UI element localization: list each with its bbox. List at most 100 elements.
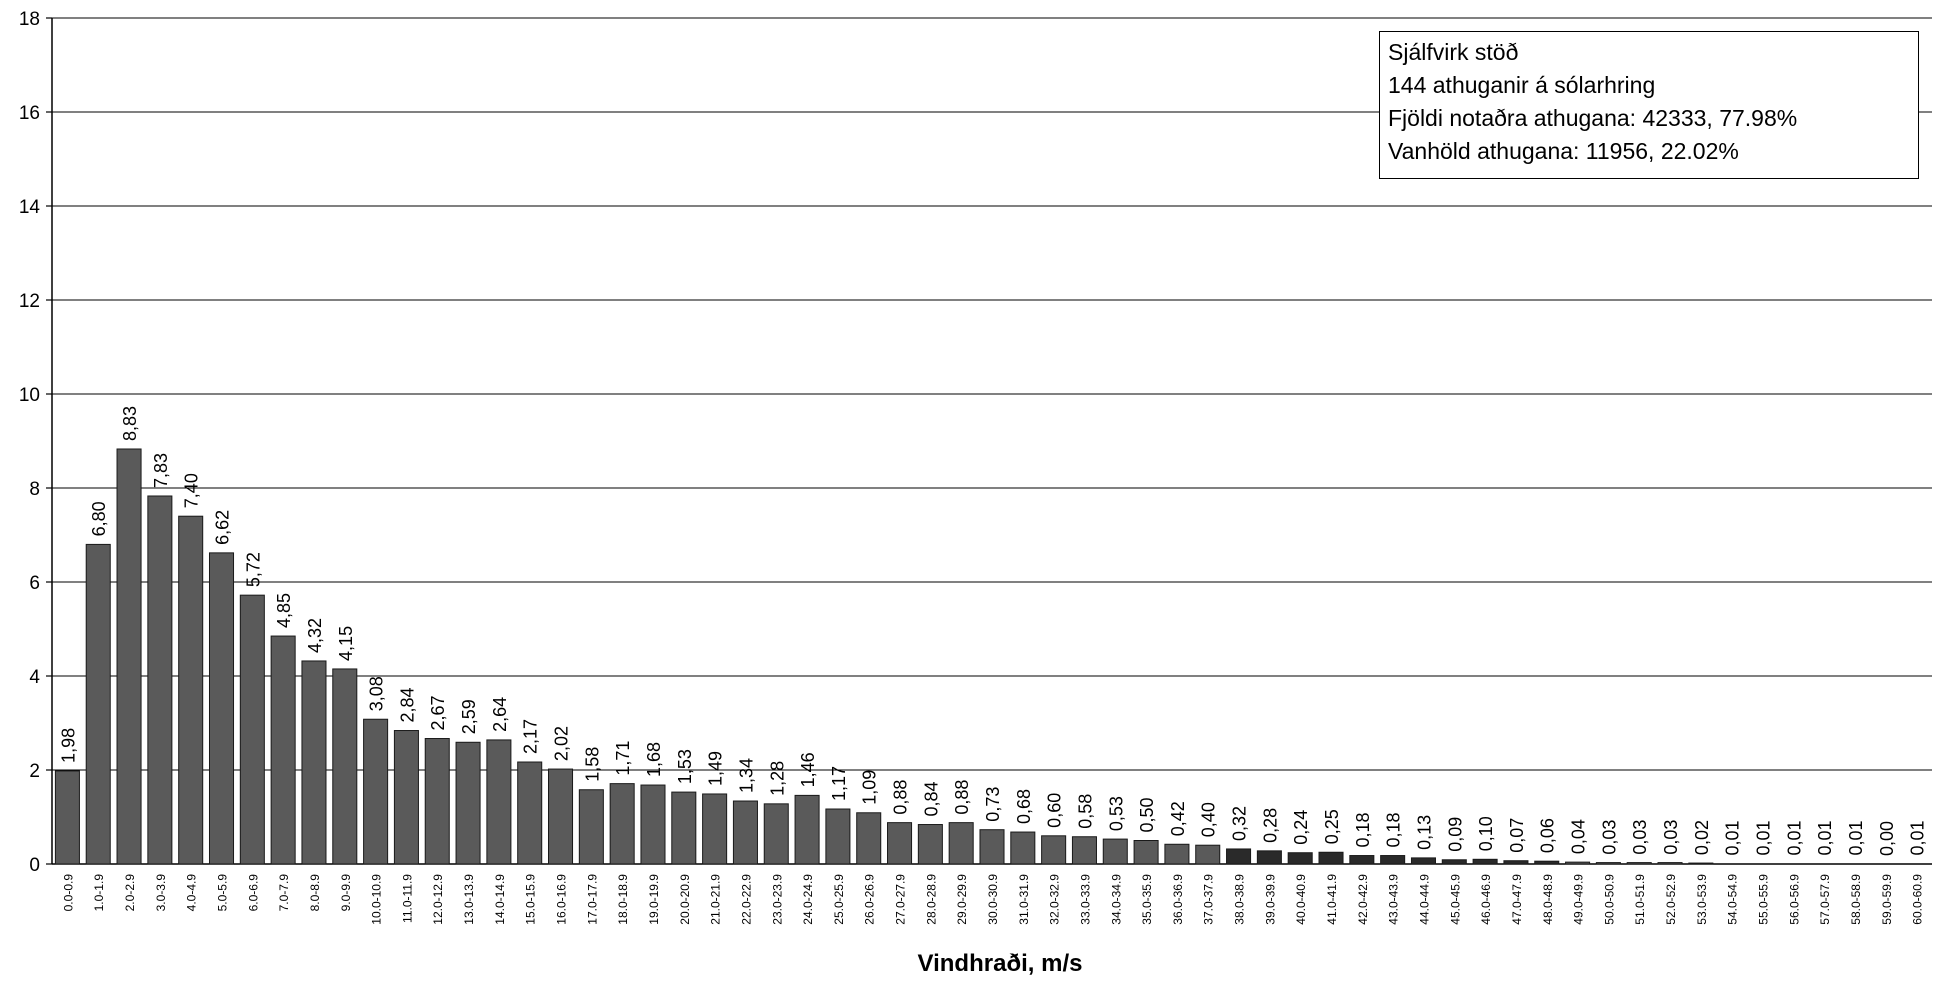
x-tick-label: 12.0-12.9 <box>431 874 445 925</box>
x-tick-label: 26.0-26.9 <box>863 874 877 925</box>
bar <box>794 794 820 865</box>
y-tick-label: 14 <box>19 197 41 218</box>
y-tick-label: 2 <box>29 761 40 782</box>
data-label: 1,49 <box>706 751 726 786</box>
bar <box>1287 852 1313 865</box>
bar <box>208 552 235 865</box>
bar <box>1041 835 1067 865</box>
bar <box>1380 855 1406 865</box>
x-tick-label: 45.0-45.9 <box>1448 874 1462 925</box>
data-label: 0,84 <box>921 781 941 816</box>
info-line-used-observations: Fjöldi notaðra athugana: 42333, 77.98% <box>1388 105 1798 131</box>
data-label: 2,84 <box>397 687 417 722</box>
bar <box>1565 861 1591 865</box>
data-label: 4,32 <box>305 618 325 653</box>
bar <box>332 668 358 865</box>
data-label: 0,50 <box>1137 797 1157 832</box>
y-tick-label: 12 <box>19 291 40 312</box>
data-label: 0,09 <box>1445 817 1465 852</box>
x-tick-label: 54.0-54.9 <box>1726 874 1740 925</box>
bar <box>1071 836 1097 865</box>
data-label: 1,98 <box>58 728 78 763</box>
bar <box>1441 859 1467 865</box>
x-tick-label: 1.0-1.9 <box>92 874 106 912</box>
bar <box>1164 843 1190 865</box>
x-tick-label: 30.0-30.9 <box>986 874 1000 925</box>
x-tick-label: 56.0-56.9 <box>1787 874 1801 925</box>
bar <box>1657 862 1683 865</box>
info-line-observation-rate: 144 athuganir á sólarhring <box>1388 72 1656 98</box>
x-tick-label: 3.0-3.9 <box>154 874 168 912</box>
info-line-missing-observations: Vanhöld athugana: 11956, 22.02% <box>1388 138 1739 164</box>
y-tick-label: 8 <box>29 479 40 500</box>
bar <box>393 730 419 865</box>
x-tick-label: 21.0-21.9 <box>709 874 723 925</box>
x-tick-label: 9.0-9.9 <box>339 874 353 912</box>
data-label: 0,18 <box>1353 812 1373 847</box>
bar <box>1256 850 1282 865</box>
y-tick-label: 16 <box>19 103 40 124</box>
x-tick-label: 55.0-55.9 <box>1756 874 1770 925</box>
data-label: 0,01 <box>1846 820 1866 855</box>
y-tick-label: 4 <box>29 667 40 688</box>
data-label: 0,68 <box>1014 789 1034 824</box>
x-tick-label: 53.0-53.9 <box>1695 874 1709 925</box>
data-label: 0,25 <box>1322 809 1342 844</box>
bar <box>1102 838 1128 865</box>
data-label: 5,72 <box>243 552 263 587</box>
data-label: 3,08 <box>367 676 387 711</box>
x-tick-label: 20.0-20.9 <box>678 874 692 925</box>
x-tick-label: 16.0-16.9 <box>555 874 569 925</box>
x-tick-label: 44.0-44.9 <box>1417 874 1431 925</box>
data-label: 6,62 <box>213 510 233 545</box>
bar <box>178 515 204 865</box>
data-label: 0,58 <box>1075 794 1095 829</box>
data-label: 0,18 <box>1384 812 1404 847</box>
bar <box>702 793 728 865</box>
x-tick-label: 59.0-59.9 <box>1880 874 1894 925</box>
bar <box>948 822 974 865</box>
bar <box>239 594 265 865</box>
y-tick-label: 10 <box>19 385 40 406</box>
data-label: 8,83 <box>120 406 140 441</box>
data-label: 6,80 <box>89 501 109 536</box>
data-label: 0,03 <box>1599 820 1619 855</box>
data-label: 0,01 <box>1784 820 1804 855</box>
x-tick-label: 13.0-13.9 <box>462 874 476 925</box>
bar <box>1503 860 1529 865</box>
x-tick-label: 50.0-50.9 <box>1602 874 1616 925</box>
x-tick-label: 48.0-48.9 <box>1541 874 1555 925</box>
data-label: 1,58 <box>582 747 602 782</box>
bar <box>424 738 450 865</box>
bar <box>1626 862 1652 865</box>
x-tick-label: 0.0-0.9 <box>61 874 75 912</box>
x-tick-label: 17.0-17.9 <box>585 874 599 925</box>
data-label: 0,40 <box>1199 802 1219 837</box>
data-label: 1,09 <box>860 770 880 805</box>
x-tick-label: 51.0-51.9 <box>1633 874 1647 925</box>
x-tick-label: 39.0-39.9 <box>1263 874 1277 925</box>
x-tick-label: 41.0-41.9 <box>1325 874 1339 925</box>
x-tick-label: 4.0-4.9 <box>185 874 199 912</box>
x-tick-label: 8.0-8.9 <box>308 874 322 912</box>
x-tick-label: 46.0-46.9 <box>1479 874 1493 925</box>
bar <box>548 768 574 865</box>
bar <box>856 812 882 865</box>
data-label: 0,42 <box>1168 801 1188 836</box>
bar <box>1349 855 1375 865</box>
data-label: 4,15 <box>336 626 356 661</box>
data-label: 0,28 <box>1260 808 1280 843</box>
x-tick-label: 24.0-24.9 <box>801 874 815 925</box>
x-tick-label: 34.0-34.9 <box>1109 874 1123 925</box>
x-tick-label: 49.0-49.9 <box>1572 874 1586 925</box>
data-label: 2,59 <box>459 699 479 734</box>
x-tick-label: 25.0-25.9 <box>832 874 846 925</box>
data-label: 0,73 <box>983 787 1003 822</box>
data-label: 0,01 <box>1908 820 1928 855</box>
data-label: 0,03 <box>1661 820 1681 855</box>
data-label: 0,00 <box>1877 821 1897 856</box>
bar <box>1595 862 1621 865</box>
bar <box>1010 831 1036 865</box>
data-label: 2,67 <box>428 695 448 730</box>
y-tick-label: 18 <box>19 9 40 30</box>
